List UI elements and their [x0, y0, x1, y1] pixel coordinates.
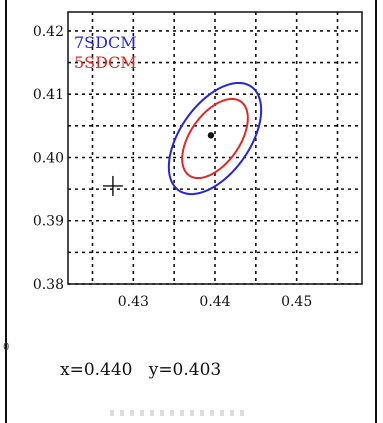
legend-7sdcm: 7SDCM [74, 33, 137, 52]
y-tick-label: 0.42 [33, 24, 64, 40]
y-tick-label: 0.39 [33, 214, 64, 230]
coordinate-readout: x=0.440 y=0.403 [60, 360, 222, 380]
right-divider [375, 0, 377, 423]
ellipse-7sdcm [167, 81, 263, 196]
ellipse-plot: 0.38 0.39 0.40 0.41 0.42 0.43 0.44 0.45 7SDCM5SD… [33, 11, 363, 310]
left-divider [5, 0, 7, 423]
side-mark: 0 [3, 342, 10, 353]
y-tick-label: 0.38 [33, 277, 64, 293]
faded-text [110, 410, 250, 416]
x-tick-label: 0.45 [281, 294, 312, 310]
y-tick-label: 0.40 [33, 150, 64, 166]
x-tick-label: 0.43 [118, 294, 149, 310]
y-tick-label: 0.41 [33, 87, 64, 103]
ellipse-5sdcm [181, 97, 249, 180]
center-point [207, 132, 215, 139]
x-tick-label: 0.44 [199, 294, 230, 310]
legend-5sdcm: 5SDCM [74, 53, 137, 72]
